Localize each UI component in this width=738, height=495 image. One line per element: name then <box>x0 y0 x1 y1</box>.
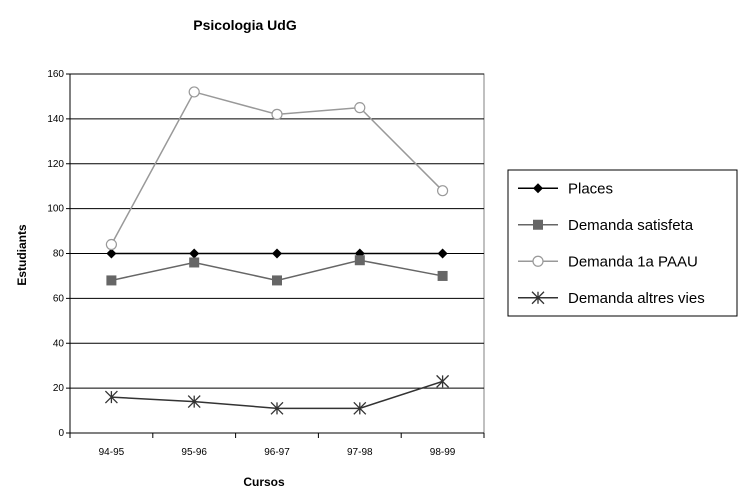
x-tick-label: 98-99 <box>430 447 456 458</box>
legend-box <box>507 169 738 317</box>
legend-marker-demanda-altres-vies <box>531 291 545 305</box>
data-point-demanda-altres-vies <box>436 374 450 388</box>
data-point-places <box>189 248 200 259</box>
x-axis-label: Cursos <box>243 475 285 489</box>
data-point-places <box>437 248 448 259</box>
legend-marker-demanda-1a-paau <box>532 255 544 267</box>
legend: Places Demanda satisfeta Demanda 1a PAAU De… <box>507 169 738 317</box>
y-tick-label: 160 <box>47 69 64 80</box>
plot-area: 0 20 40 60 80 100 120 140 160 94-95 95-96 96-97 97-9… <box>47 69 485 458</box>
legend-marker-demanda-satisfeta <box>533 219 543 230</box>
chart-title: Psicologia UdG <box>193 17 297 33</box>
data-point-demanda-altres-vies <box>270 401 284 415</box>
legend-label-demanda-altres-vies: Demanda altres vies <box>568 290 705 307</box>
data-point-places <box>272 248 282 259</box>
data-point-demanda-altres-vies <box>353 401 367 415</box>
y-tick-label: 60 <box>53 293 65 304</box>
data-point-places <box>106 248 117 259</box>
y-tick-label: 80 <box>53 249 65 260</box>
y-tick-label: 140 <box>47 114 64 125</box>
data-point-demanda-satisfeta <box>106 275 117 286</box>
y-tick-label: 100 <box>47 204 64 215</box>
data-point-demanda-satisfeta <box>189 257 200 268</box>
legend-label-demanda-1a-paau: Demanda 1a PAAU <box>568 253 698 270</box>
y-tick-label: 40 <box>53 338 65 349</box>
data-point-demanda-1a-paau <box>105 238 118 251</box>
x-tick-label: 97-98 <box>347 447 373 458</box>
legend-label-places: Places <box>568 180 613 197</box>
y-tick-label: 0 <box>58 428 64 439</box>
x-tick-label: 95-96 <box>181 447 207 458</box>
y-tick-label: 20 <box>53 383 65 394</box>
data-point-demanda-1a-paau <box>437 185 449 197</box>
y-axis-label: Estudiants <box>15 224 29 286</box>
data-point-demanda-altres-vies <box>187 395 201 409</box>
y-tick-label: 120 <box>47 159 64 170</box>
legend-label-demanda-satisfeta: Demanda satisfeta <box>568 217 694 234</box>
data-point-demanda-1a-paau <box>354 102 366 114</box>
data-point-demanda-altres-vies <box>104 390 118 404</box>
x-tick-label: 96-97 <box>264 447 290 458</box>
data-point-demanda-satisfeta <box>437 270 448 281</box>
data-point-demanda-satisfeta <box>272 275 282 286</box>
data-point-demanda-1a-paau <box>188 86 200 98</box>
data-point-demanda-satisfeta <box>354 255 365 266</box>
legend-marker-places <box>533 183 543 194</box>
data-point-demanda-1a-paau <box>271 108 283 120</box>
x-tick-label: 94-95 <box>99 447 125 458</box>
